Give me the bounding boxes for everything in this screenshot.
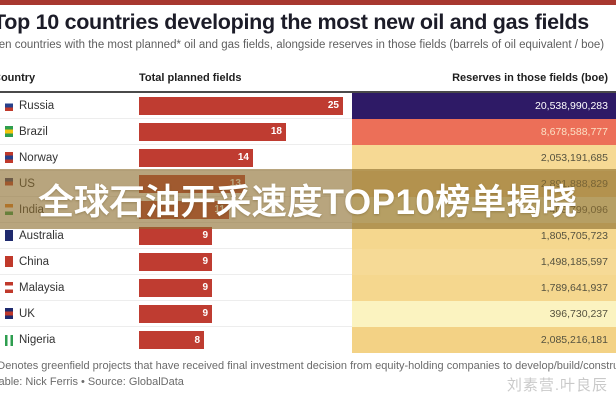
planned-fields-value: 9 [202, 308, 208, 319]
planned-fields-bar: 14 [139, 148, 253, 167]
table-row: Malaysia 9 1,789,641,937 [0, 275, 616, 301]
planned-fields-bar: 25 [139, 96, 343, 115]
planned-fields-bar-zone: 9 [139, 275, 347, 301]
planned-fields-bar-zone: 9 [139, 223, 347, 249]
planned-fields-bar: 18 [139, 122, 286, 141]
planned-fields-bar-zone: 25 [139, 93, 347, 119]
reserves-value: 1,789,641,937 [352, 275, 616, 301]
country-cell: Nigeria [0, 334, 139, 346]
country-flag-icon [5, 152, 13, 163]
planned-fields-value: 18 [270, 126, 282, 137]
country-flag-icon [5, 126, 13, 137]
reserves-value: 2,085,216,181 [352, 327, 616, 353]
country-flag-icon [5, 282, 13, 293]
table-header: Country Total planned fields Reserves in… [0, 70, 616, 93]
planned-fields-bar: 9 [139, 278, 212, 297]
reserves-value: 8,678,588,777 [352, 119, 616, 145]
planned-fields-value: 9 [202, 256, 208, 267]
planned-fields-value: 25 [327, 100, 339, 111]
country-flag-icon [5, 308, 13, 319]
country-name: Australia [19, 229, 64, 242]
reserves-value: 396,730,237 [352, 301, 616, 327]
country-cell: Australia [0, 230, 139, 242]
country-flag-icon [5, 100, 13, 111]
country-cell: Norway [0, 152, 139, 164]
country-name: Norway [19, 151, 58, 164]
reserves-value: 1,498,185,597 [352, 249, 616, 275]
planned-fields-bar: 8 [139, 331, 204, 349]
country-flag-icon [5, 334, 13, 346]
planned-fields-bar: 9 [139, 226, 212, 245]
column-header-reserves: Reserves in those fields (boe) [452, 72, 608, 84]
table-row: China 9 1,498,185,597 [0, 249, 616, 275]
planned-fields-bar-zone: 9 [139, 249, 347, 275]
planned-fields-value: 9 [202, 282, 208, 293]
top-accent-strip [0, 0, 616, 5]
table-row: Russia 25 20,538,990,283 [0, 93, 616, 119]
planned-fields-bar-zone: 18 [139, 119, 347, 145]
chinese-headline-overlay: 全球石油开采速度TOP10榜单揭晓 [0, 169, 616, 229]
planned-fields-bar-zone: 9 [139, 301, 347, 327]
country-name: Nigeria [19, 334, 56, 346]
country-cell: UK [0, 308, 139, 320]
country-cell: Russia [0, 100, 139, 112]
country-cell: Malaysia [0, 282, 139, 294]
source-credit: Table: Nick Ferris • Source: GlobalData [0, 376, 184, 388]
column-header-total-planned-fields: Total planned fields [139, 72, 242, 84]
country-name: Malaysia [19, 281, 65, 294]
planned-fields-bar: 9 [139, 252, 212, 271]
column-header-country: Country [0, 72, 36, 84]
watermark: 刘素营.叶良辰 [506, 377, 608, 394]
table-row: Nigeria 8 2,085,216,181 [0, 327, 616, 353]
country-flag-icon [5, 256, 13, 267]
country-flag-icon [5, 230, 13, 241]
planned-fields-bar-zone: 14 [139, 145, 347, 171]
country-name: Brazil [19, 125, 48, 138]
reserves-value: 20,538,990,283 [352, 93, 616, 119]
table-row: Brazil 18 8,678,588,777 [0, 119, 616, 145]
planned-fields-bar: 9 [139, 304, 212, 323]
country-name: China [19, 255, 50, 268]
country-name: UK [19, 307, 35, 320]
planned-fields-bar-zone: 8 [139, 327, 347, 353]
table-row: UK 9 396,730,237 [0, 301, 616, 327]
country-cell: China [0, 256, 139, 268]
table-row: Norway 14 2,053,191,685 [0, 145, 616, 171]
page-title: Top 10 countries developing the most new… [0, 10, 589, 34]
planned-fields-value: 14 [237, 152, 249, 163]
planned-fields-value: 8 [194, 334, 200, 346]
reserves-value: 2,053,191,685 [352, 145, 616, 171]
page-subtitle: Ten countries with the most planned* oil… [0, 39, 605, 51]
country-name: Russia [19, 99, 55, 112]
footnote: *Denotes greenfield projects that have r… [0, 360, 616, 372]
chinese-headline-text: 全球石油开采速度TOP10榜单揭晓 [38, 182, 578, 222]
country-cell: Brazil [0, 126, 139, 138]
planned-fields-value: 9 [202, 230, 208, 241]
